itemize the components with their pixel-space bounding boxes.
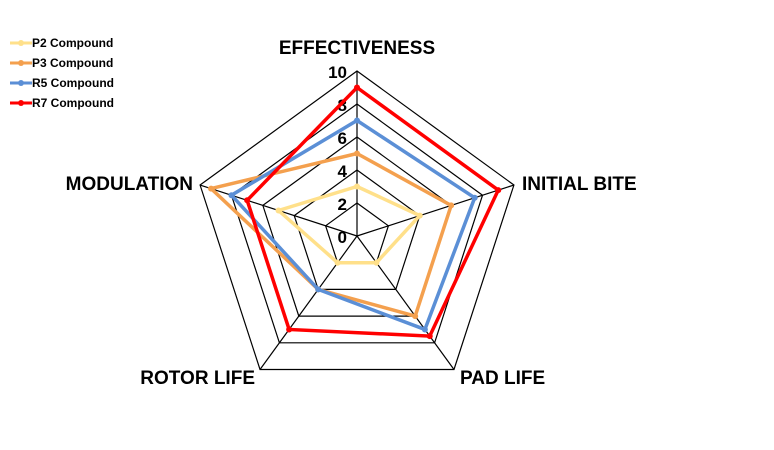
legend-label: R7 Compound (32, 96, 114, 110)
data-point (354, 84, 360, 91)
data-point (354, 150, 360, 157)
axis-label: EFFECTIVENESS (279, 38, 435, 59)
series-line (245, 85, 501, 338)
tick-label: 6 (338, 129, 347, 148)
data-point (354, 117, 360, 124)
data-point (426, 333, 433, 340)
series-line (275, 184, 423, 265)
data-point (275, 207, 282, 214)
legend-marker (18, 40, 24, 46)
axis-label: MODULATION (66, 174, 193, 195)
tick-label: 10 (328, 63, 347, 82)
grid-spoke (356, 235, 455, 370)
grid-ring (293, 169, 421, 290)
data-point (373, 259, 380, 266)
data-point (471, 194, 478, 201)
tick-label: 0 (338, 228, 347, 247)
data-point (315, 286, 322, 293)
tick-label: 4 (338, 162, 348, 181)
data-point (412, 313, 419, 320)
data-point (208, 185, 215, 192)
data-point (228, 192, 235, 199)
legend-marker (18, 80, 24, 86)
axis-label: INITIAL BITE (522, 174, 637, 195)
tick-label: 2 (338, 195, 347, 214)
grid-ring (262, 136, 452, 317)
grid-ring (199, 70, 515, 371)
data-point (334, 259, 341, 266)
legend-label: R5 Compound (32, 76, 114, 90)
tick-label: 8 (338, 96, 347, 115)
data-point (244, 197, 251, 204)
legend-label: P3 Compound (32, 56, 113, 70)
axis-label: PAD LIFE (460, 368, 545, 389)
legend-marker (18, 60, 24, 66)
legend-marker (18, 100, 24, 106)
series-line (228, 118, 477, 332)
grid-spoke (356, 184, 515, 237)
axis-label: ROTOR LIFE (140, 368, 255, 389)
data-point (421, 326, 428, 333)
data-point (286, 326, 293, 333)
data-point (495, 187, 502, 194)
grid-spoke (259, 235, 358, 370)
series-line (207, 151, 454, 319)
legend-label: P2 Compound (32, 36, 113, 50)
data-point (448, 202, 455, 209)
data-point (354, 183, 360, 190)
data-point (416, 212, 423, 219)
